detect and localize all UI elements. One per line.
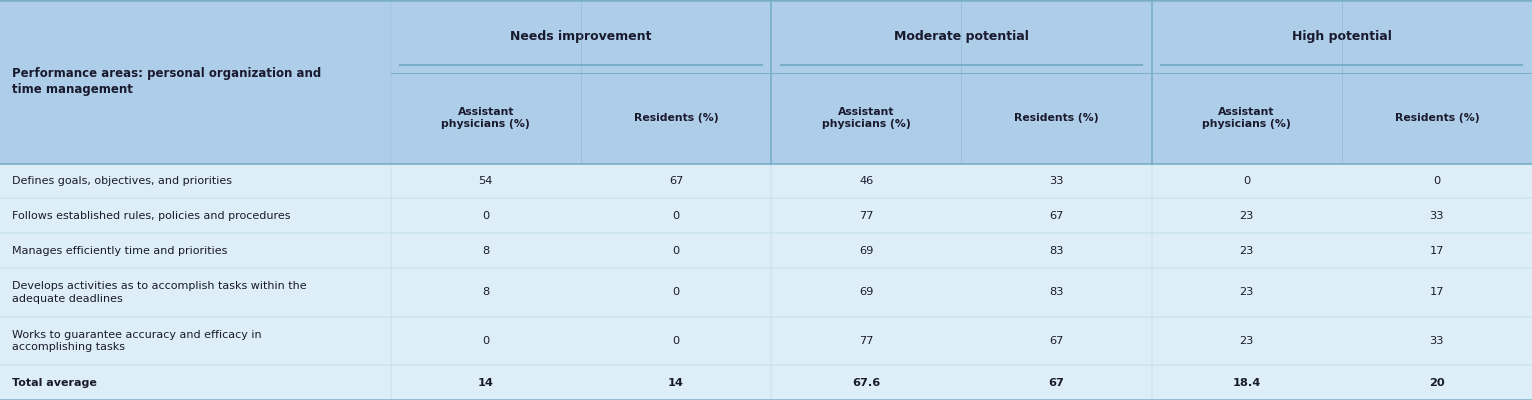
Text: 67: 67 xyxy=(669,176,683,186)
Text: 67: 67 xyxy=(1048,378,1065,388)
Text: Needs improvement: Needs improvement xyxy=(510,30,651,43)
Text: 0: 0 xyxy=(673,288,680,298)
Text: 23: 23 xyxy=(1239,336,1253,346)
Text: 33: 33 xyxy=(1429,211,1445,221)
Text: 33: 33 xyxy=(1049,176,1063,186)
Text: Residents (%): Residents (%) xyxy=(634,113,719,123)
Text: 77: 77 xyxy=(859,336,873,346)
Text: 0: 0 xyxy=(673,211,680,221)
Bar xyxy=(0,73,1532,164)
Text: Total average: Total average xyxy=(12,378,97,388)
Text: Manages efficiently time and priorities: Manages efficiently time and priorities xyxy=(12,246,228,256)
Text: Assistant
physicians (%): Assistant physicians (%) xyxy=(1203,107,1291,129)
Text: 8: 8 xyxy=(483,246,489,256)
Text: 33: 33 xyxy=(1429,336,1445,346)
Text: 18.4: 18.4 xyxy=(1233,378,1261,388)
Text: 54: 54 xyxy=(478,176,493,186)
Text: 23: 23 xyxy=(1239,211,1253,221)
Text: Performance areas: personal organization and
time management: Performance areas: personal organization… xyxy=(12,67,322,96)
Text: Residents (%): Residents (%) xyxy=(1394,113,1480,123)
Text: 14: 14 xyxy=(668,378,683,388)
Bar xyxy=(0,164,1532,198)
Text: 67: 67 xyxy=(1049,211,1063,221)
Text: 0: 0 xyxy=(483,336,489,346)
Bar xyxy=(0,317,1532,365)
Text: 23: 23 xyxy=(1239,246,1253,256)
Text: 69: 69 xyxy=(859,246,873,256)
Bar xyxy=(0,365,1532,400)
Text: 17: 17 xyxy=(1429,288,1445,298)
Text: 69: 69 xyxy=(859,288,873,298)
Text: 77: 77 xyxy=(859,211,873,221)
Text: 14: 14 xyxy=(478,378,493,388)
Text: 0: 0 xyxy=(673,246,680,256)
Text: Assistant
physicians (%): Assistant physicians (%) xyxy=(441,107,530,129)
Bar xyxy=(0,233,1532,268)
Text: Follows established rules, policies and procedures: Follows established rules, policies and … xyxy=(12,211,291,221)
Text: 0: 0 xyxy=(673,336,680,346)
Bar xyxy=(0,198,1532,233)
Bar xyxy=(0,0,1532,73)
Text: 46: 46 xyxy=(859,176,873,186)
Text: 83: 83 xyxy=(1049,288,1063,298)
Bar xyxy=(0,268,1532,317)
Text: Moderate potential: Moderate potential xyxy=(893,30,1030,43)
Text: 0: 0 xyxy=(1434,176,1440,186)
Text: High potential: High potential xyxy=(1291,30,1391,43)
Text: 20: 20 xyxy=(1429,378,1445,388)
Text: 17: 17 xyxy=(1429,246,1445,256)
Text: 67: 67 xyxy=(1049,336,1063,346)
Text: 0: 0 xyxy=(1242,176,1250,186)
Text: Residents (%): Residents (%) xyxy=(1014,113,1098,123)
Text: 23: 23 xyxy=(1239,288,1253,298)
Text: 0: 0 xyxy=(483,211,489,221)
Text: 8: 8 xyxy=(483,288,489,298)
Text: 67.6: 67.6 xyxy=(852,378,881,388)
Text: 83: 83 xyxy=(1049,246,1063,256)
Text: Works to guarantee accuracy and efficacy in
accomplishing tasks: Works to guarantee accuracy and efficacy… xyxy=(12,330,262,352)
Text: Assistant
physicians (%): Assistant physicians (%) xyxy=(821,107,910,129)
Text: Defines goals, objectives, and priorities: Defines goals, objectives, and prioritie… xyxy=(12,176,233,186)
Text: Develops activities as to accomplish tasks within the
adequate deadlines: Develops activities as to accomplish tas… xyxy=(12,281,306,304)
